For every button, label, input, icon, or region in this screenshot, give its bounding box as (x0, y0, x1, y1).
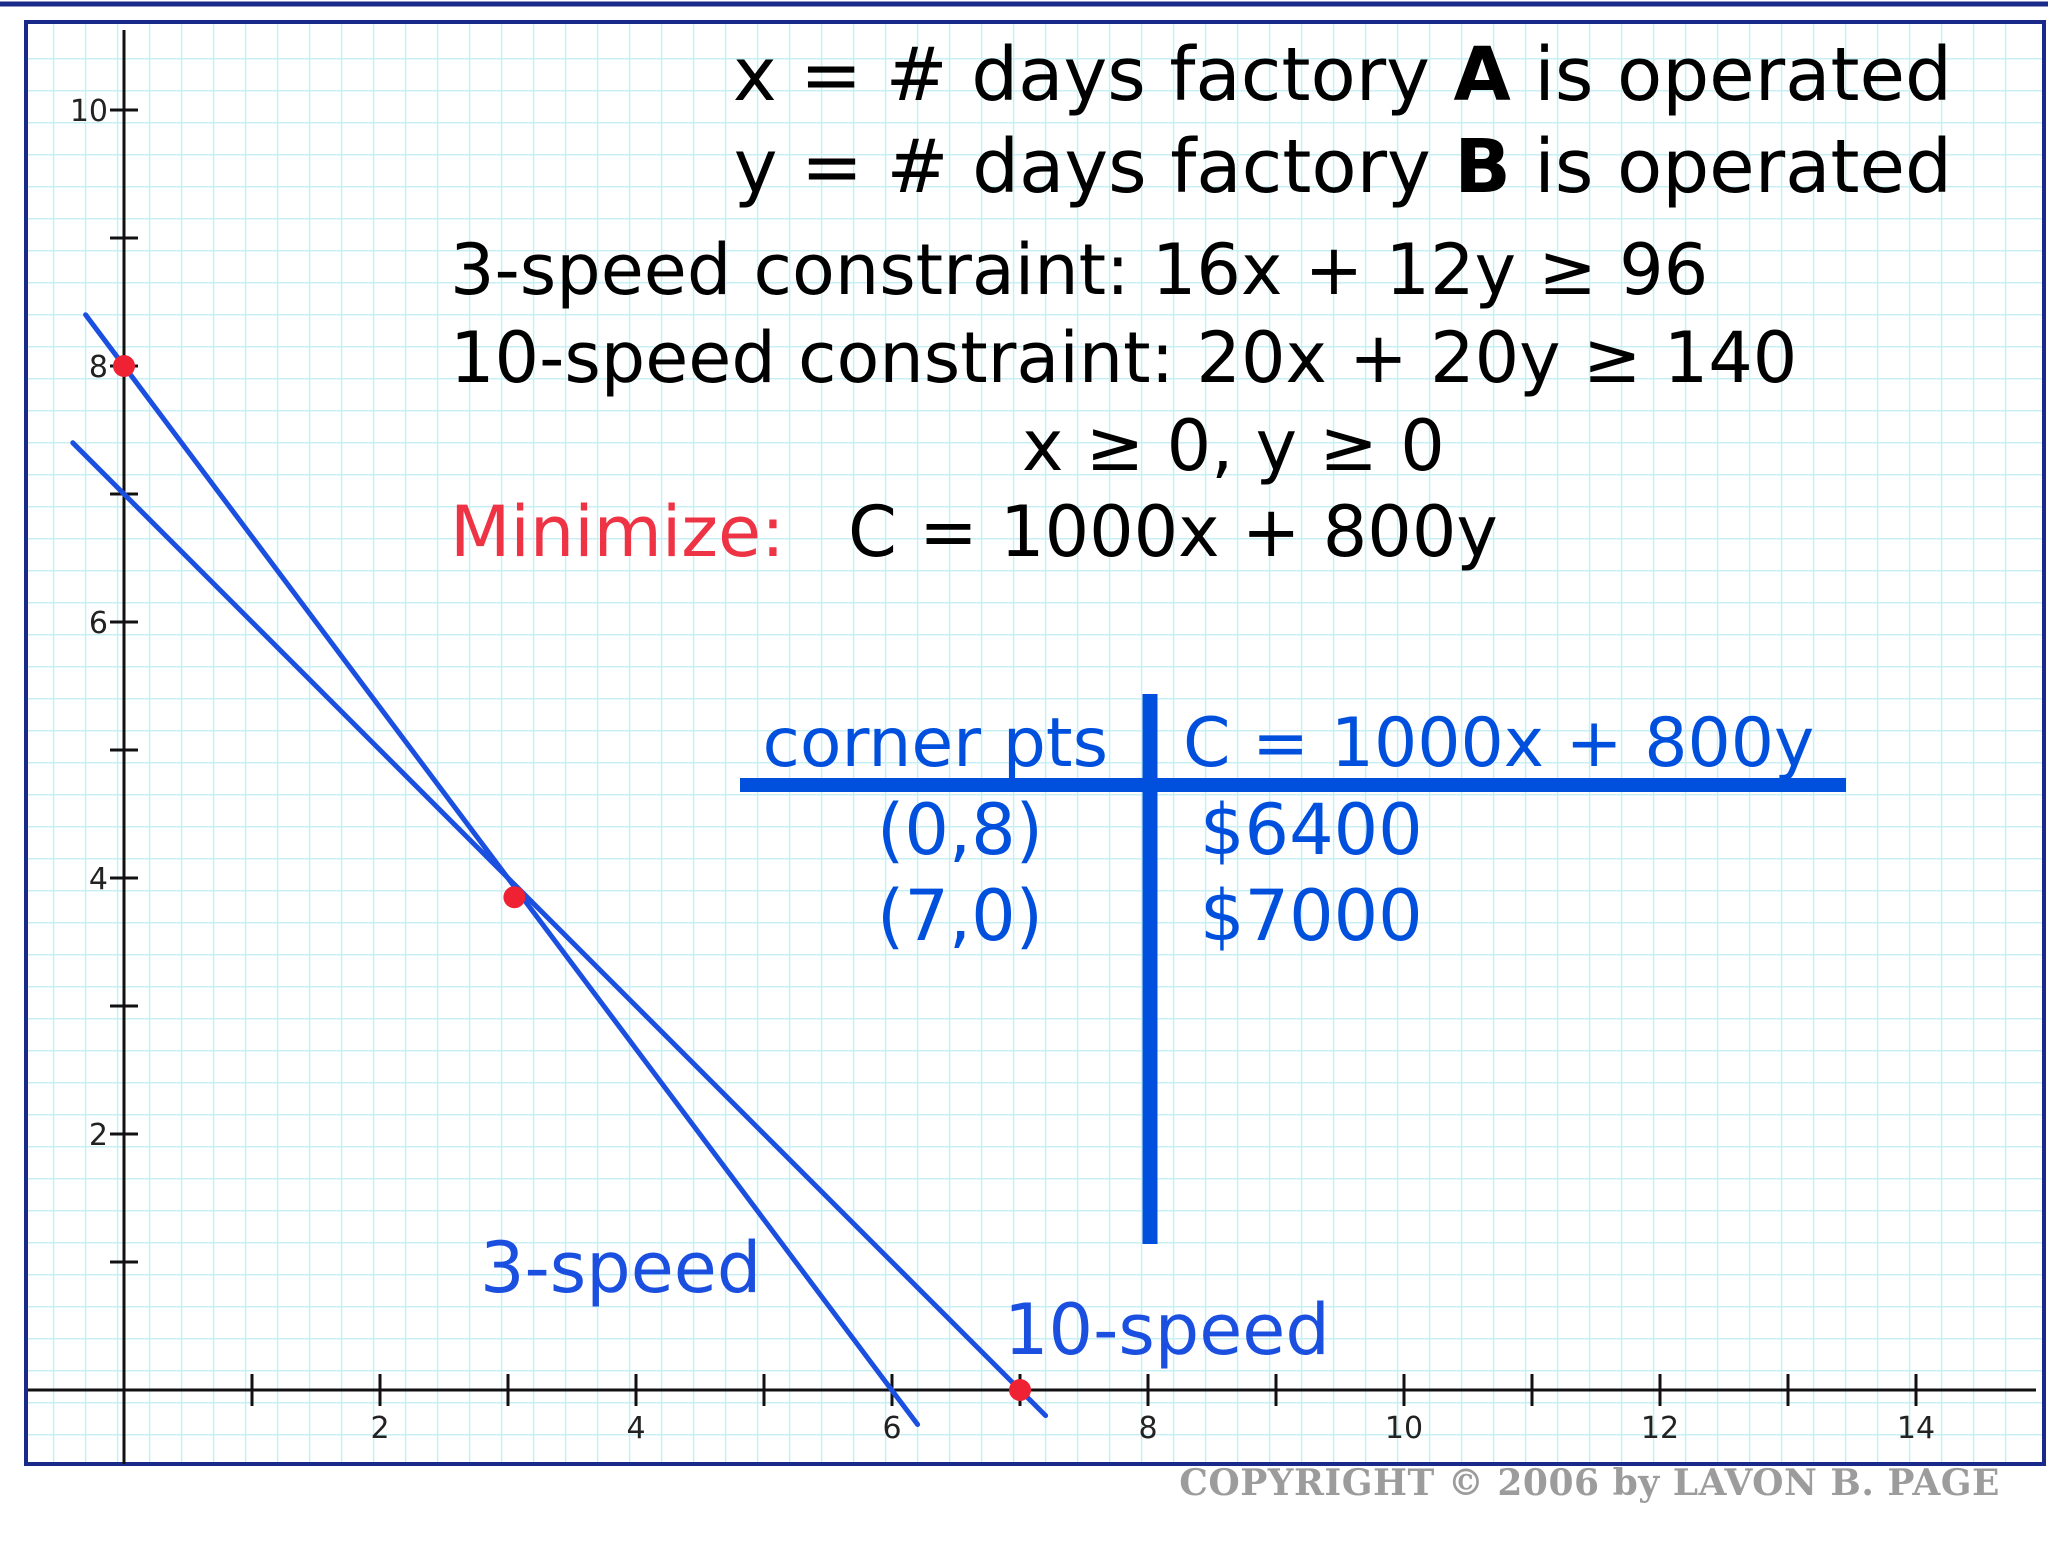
definition-x-suffix: is operated (1511, 32, 1952, 118)
three-speed-constraint: 3-speed constraint: 16x + 12y ≥ 96 (450, 229, 1708, 311)
corner-point-marker (503, 886, 526, 909)
table-header-cost: C = 1000x + 800y (1183, 704, 1814, 783)
ten-speed-line (70, 440, 1049, 1419)
ten-speed-constraint: 10-speed constraint: 20x + 20y ≥ 140 (450, 317, 1797, 399)
corner-point-marker (1009, 1379, 1031, 1401)
three-speed-line-label: 3-speed (480, 1227, 761, 1309)
x-tick-label: 10 (1385, 1411, 1423, 1446)
corner-point-table: corner pts C = 1000x + 800y (0,8) $6400 … (740, 694, 1846, 1244)
y-tick-label: 6 (89, 606, 108, 641)
copyright-notice: COPYRIGHT © 2006 by LAVON B. PAGE (1179, 1462, 2000, 1504)
corner-points (113, 355, 1031, 1401)
corner-point-marker (113, 355, 135, 377)
definition-x-prefix: x = # days factory (733, 32, 1454, 118)
definition-x-factory: A (1454, 32, 1511, 118)
objective-function: C = 1000x + 800y (848, 491, 1498, 573)
definition-y-factory: B (1454, 124, 1510, 210)
x-tick-label: 6 (882, 1411, 901, 1446)
table-row-point: (0,8) (877, 789, 1043, 871)
x-tick-label: 14 (1897, 1411, 1935, 1446)
plot-frame (24, 20, 2046, 1466)
table-row-cost: $7000 (1200, 875, 1423, 957)
table-row-point: (7,0) (877, 875, 1043, 957)
y-tick-label: 4 (89, 862, 108, 897)
definition-y-prefix: y = # days factory (734, 124, 1455, 210)
y-tick-label: 8 (89, 350, 108, 385)
nonnegativity-constraint: x ≥ 0, y ≥ 0 (1022, 405, 1445, 487)
x-tick-label: 12 (1641, 1411, 1679, 1446)
x-tick-label: 4 (626, 1411, 645, 1446)
x-tick-label: 2 (370, 1411, 389, 1446)
minimize-label: Minimize: (450, 491, 785, 573)
x-tick-label: 8 (1138, 1411, 1157, 1446)
grid (28, 24, 2042, 1462)
definition-y: y = # days factory B is operated (734, 124, 1952, 210)
y-tick-label: 2 (89, 1118, 108, 1153)
definition-x: x = # days factory A is operated (733, 32, 1952, 118)
ten-speed-line-label: 10-speed (1004, 1289, 1330, 1371)
definition-y-suffix: is operated (1511, 124, 1952, 210)
axes: 2 4 6 8 10 12 14 2 4 6 8 10 (28, 30, 2036, 1464)
table-row-cost: $6400 (1200, 789, 1423, 871)
table-header-corner-pts: corner pts (762, 704, 1108, 783)
constraint-lines (70, 312, 1049, 1428)
y-tick-label: 10 (70, 94, 108, 129)
